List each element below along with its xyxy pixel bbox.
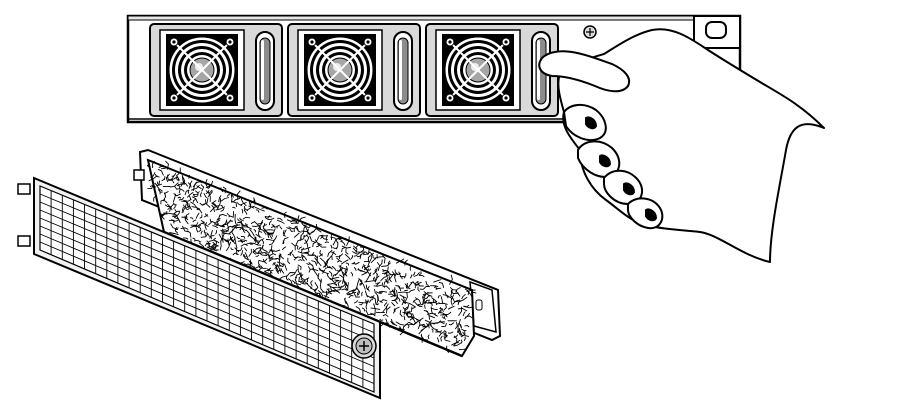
fan-guard-struts — [309, 39, 371, 101]
fingernail-3 — [623, 182, 635, 196]
filter-tab-slot — [475, 299, 483, 311]
fan-guard-struts — [447, 39, 509, 101]
fan-icon — [442, 34, 514, 106]
thumbscrew-icon — [351, 333, 377, 359]
fingernail-4 — [645, 208, 657, 222]
fan-modules — [149, 23, 559, 117]
handle-icon — [393, 31, 413, 111]
fan-guard-struts — [171, 39, 233, 101]
grille-cover-icon — [17, 176, 381, 400]
fan-corner-screw-hole — [504, 96, 508, 100]
thumbscrew-cross — [359, 341, 369, 351]
finger-2 — [577, 140, 621, 178]
fan-module — [149, 23, 283, 117]
foam-texture — [146, 160, 477, 353]
handle-highlight — [399, 40, 402, 100]
fan-icon — [166, 34, 238, 106]
fan-corner-screw-hole — [310, 40, 314, 44]
filter-side-tab — [133, 169, 145, 181]
grille-side-tab-top — [17, 183, 31, 195]
fingernail-1 — [585, 116, 597, 130]
fan-module — [425, 23, 559, 117]
fan-icon — [304, 34, 376, 106]
chassis-top-edge — [127, 15, 741, 21]
handle-icon — [255, 31, 275, 111]
fan-corner-screw-hole — [448, 96, 452, 100]
handle-highlight — [537, 40, 540, 100]
fan-corner-screw-hole — [366, 96, 370, 100]
fan-corner-screw-hole — [228, 40, 232, 44]
fan-corner-screw-hole — [172, 96, 176, 100]
fingernail-2 — [599, 154, 611, 168]
mounting-ear-slot — [705, 21, 727, 39]
fan-corner-screw-hole — [366, 40, 370, 44]
grille-side-tab-bottom — [17, 235, 31, 247]
fan-corner-screw-hole — [504, 40, 508, 44]
fan-corner-screw-hole — [228, 96, 232, 100]
fan-module — [287, 23, 421, 117]
fan-corner-screw-hole — [172, 40, 176, 44]
fan-corner-screw-hole — [448, 40, 452, 44]
fan-corner-screw-hole — [310, 96, 314, 100]
filter-foam-area — [146, 158, 476, 358]
hand-icon — [538, 28, 825, 263]
finger-1 — [563, 104, 607, 142]
screw-icon-cross — [586, 28, 594, 36]
hand-thumb — [538, 50, 631, 93]
handle-highlight — [261, 40, 264, 100]
foam-strands — [146, 160, 477, 353]
